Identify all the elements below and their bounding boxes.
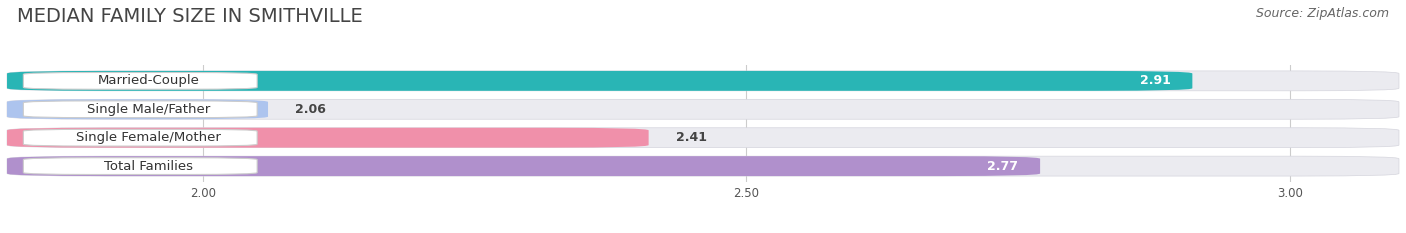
FancyBboxPatch shape (7, 71, 1399, 91)
Text: Married-Couple: Married-Couple (97, 74, 200, 87)
Text: Source: ZipAtlas.com: Source: ZipAtlas.com (1256, 7, 1389, 20)
FancyBboxPatch shape (7, 156, 1399, 176)
FancyBboxPatch shape (7, 99, 269, 119)
FancyBboxPatch shape (24, 72, 257, 89)
Text: Single Male/Father: Single Male/Father (87, 103, 209, 116)
Text: MEDIAN FAMILY SIZE IN SMITHVILLE: MEDIAN FAMILY SIZE IN SMITHVILLE (17, 7, 363, 26)
FancyBboxPatch shape (24, 129, 257, 146)
FancyBboxPatch shape (24, 158, 257, 175)
FancyBboxPatch shape (7, 128, 648, 148)
FancyBboxPatch shape (7, 71, 1192, 91)
Text: Single Female/Mother: Single Female/Mother (76, 131, 221, 144)
FancyBboxPatch shape (24, 101, 257, 118)
FancyBboxPatch shape (7, 99, 1399, 119)
Text: Total Families: Total Families (104, 160, 193, 173)
Text: 2.06: 2.06 (295, 103, 326, 116)
FancyBboxPatch shape (7, 128, 1399, 148)
Text: 2.91: 2.91 (1140, 74, 1171, 87)
Text: 2.77: 2.77 (987, 160, 1018, 173)
FancyBboxPatch shape (7, 156, 1040, 176)
Text: 2.41: 2.41 (676, 131, 707, 144)
